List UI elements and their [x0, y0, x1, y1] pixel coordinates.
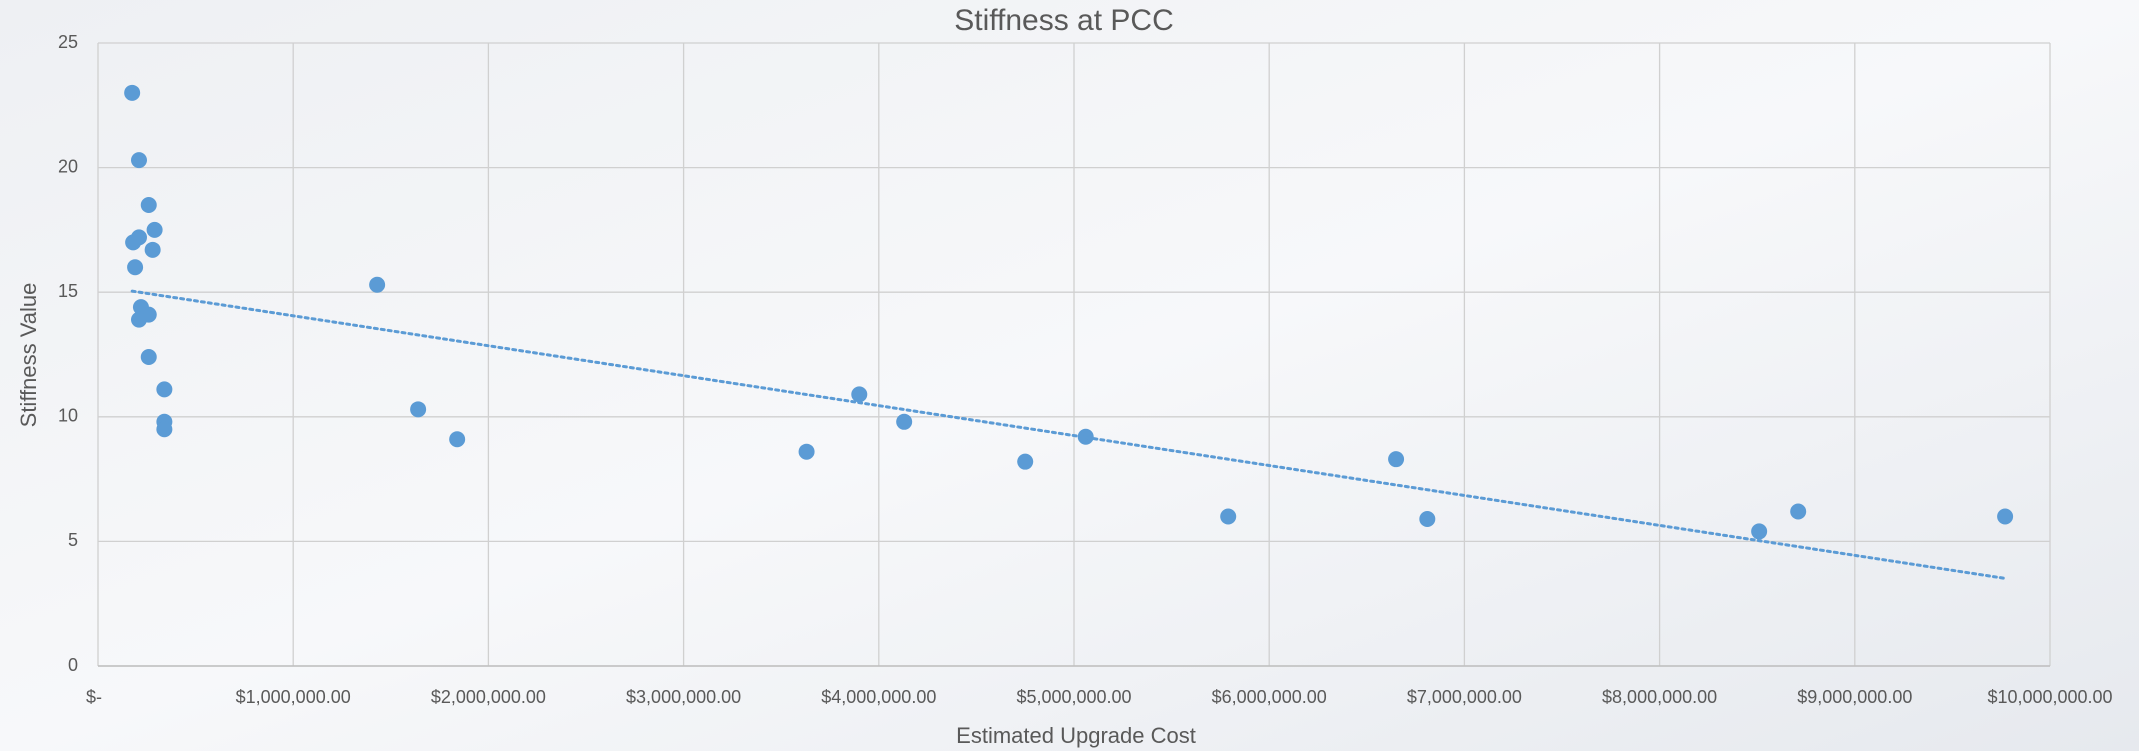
point [449, 431, 465, 447]
background [0, 0, 2139, 751]
point [410, 401, 426, 417]
y-tick-label: 15 [58, 281, 78, 301]
chart-title: Stiffness at PCC [954, 4, 1174, 37]
x-axis-title: Estimated Upgrade Cost [956, 723, 1196, 748]
point [156, 381, 172, 397]
x-tick-label: $- [86, 687, 102, 707]
y-tick-label: 10 [58, 406, 78, 426]
point [851, 386, 867, 402]
x-tick-label: $7,000,000.00 [1407, 687, 1522, 707]
point [369, 277, 385, 293]
y-tick-label: 20 [58, 156, 78, 176]
point [1388, 451, 1404, 467]
point [1790, 503, 1806, 519]
point [156, 421, 172, 437]
point [141, 349, 157, 365]
point [799, 444, 815, 460]
y-tick-label: 25 [58, 32, 78, 52]
chart: Stiffness at PCC Estimated Upgrade Cost … [0, 0, 2139, 751]
point [896, 414, 912, 430]
point [147, 222, 163, 238]
x-tick-label: $8,000,000.00 [1602, 687, 1717, 707]
point [1419, 511, 1435, 527]
point [1751, 523, 1767, 539]
x-tick-label: $4,000,000.00 [821, 687, 936, 707]
x-tick-label: $3,000,000.00 [626, 687, 741, 707]
point [1017, 454, 1033, 470]
x-tick-label: $9,000,000.00 [1797, 687, 1912, 707]
x-tick-label: $10,000,000.00 [1987, 687, 2112, 707]
point [141, 197, 157, 213]
point [131, 312, 147, 328]
y-axis-title: Stiffness Value [16, 283, 41, 428]
x-tick-label: $6,000,000.00 [1212, 687, 1327, 707]
point [127, 259, 143, 275]
x-tick-label: $5,000,000.00 [1016, 687, 1131, 707]
point [1997, 508, 2013, 524]
point [124, 85, 140, 101]
point [1220, 508, 1236, 524]
y-tick-label: 5 [68, 530, 78, 550]
point [131, 152, 147, 168]
y-tick-label: 0 [68, 655, 78, 675]
x-tick-label: $2,000,000.00 [431, 687, 546, 707]
point [131, 229, 147, 245]
point [145, 242, 161, 258]
x-tick-label: $1,000,000.00 [236, 687, 351, 707]
page: {"chart_data": { "type": "scatter", "tit… [0, 0, 2139, 751]
